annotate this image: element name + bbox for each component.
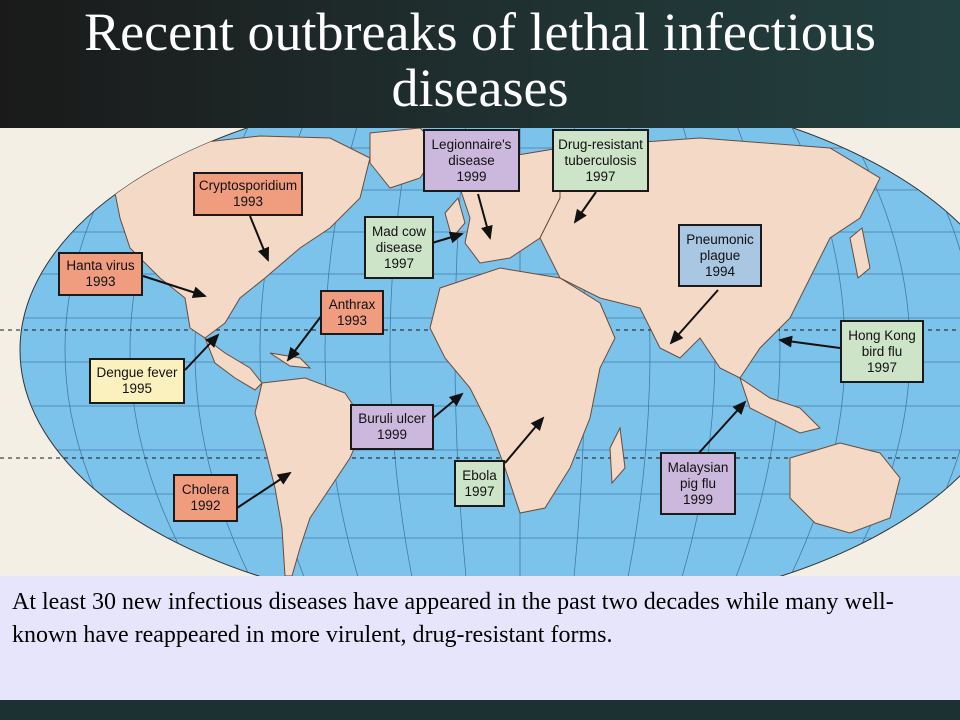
label-pneumonic-plague: Pneumonic plague 1994 [678, 224, 762, 287]
uk [444, 196, 466, 240]
arrow-cryptosporidium [249, 215, 270, 262]
southeast-asia [739, 376, 821, 434]
label-ebola: Ebola 1997 [454, 460, 505, 507]
arrow-legionnaires [477, 193, 493, 240]
label-hanta-virus: Hanta virus 1993 [58, 252, 143, 296]
arrow-anthrax [286, 314, 323, 362]
new-zealand [924, 511, 941, 550]
label-dengue-fever: Dengue fever 1995 [89, 358, 185, 404]
label-cryptosporidium: Cryptosporidium 1993 [193, 172, 303, 216]
arrow-buruli-ulcer [432, 392, 464, 419]
arrow-hong-kong-bird-flu [778, 335, 841, 349]
arrow-drug-resistant-tb [573, 191, 597, 224]
label-legionnaires: Legionnaire's disease 1999 [423, 129, 520, 192]
label-malaysian-pig-flu: Malaysian pig flu 1999 [660, 452, 736, 515]
bottom-bar [0, 700, 960, 720]
arrow-mad-cow [431, 231, 464, 244]
arrow-dengue-fever [184, 333, 220, 371]
map-graphic [0, 128, 960, 576]
arrow-hanta-virus [142, 275, 207, 299]
caption-text: At least 30 new infectious diseases have… [12, 589, 894, 648]
arrow-malaysian-pig-flu [697, 400, 747, 455]
pointer-arrows [142, 191, 841, 509]
caption-box: At least 30 new infectious diseases have… [0, 576, 960, 700]
africa [429, 267, 616, 514]
north-america [109, 135, 371, 339]
slide-title: Recent outbreaks of lethal infectious di… [84, 2, 876, 118]
arrow-cholera [236, 471, 292, 509]
arrow-pneumonic-plague [669, 289, 719, 345]
central-america [203, 336, 263, 391]
title-bar: Recent outbreaks of lethal infectious di… [0, 0, 960, 128]
label-buruli-ulcer: Buruli ulcer 1999 [350, 404, 434, 450]
australia [789, 442, 901, 534]
label-drug-resistant-tb: Drug-resistant tuberculosis 1997 [552, 129, 649, 192]
label-anthrax: Anthrax 1993 [320, 290, 384, 335]
label-mad-cow: Mad cow disease 1997 [364, 216, 434, 279]
madagascar [609, 426, 626, 485]
label-hong-kong-bird-flu: Hong Kong bird flu 1997 [840, 320, 924, 383]
japan [849, 227, 871, 279]
world-map: Legionnaire's disease 1999 Drug-resistan… [0, 128, 960, 576]
arrow-ebola [504, 416, 545, 464]
south-america [254, 377, 366, 576]
label-cholera: Cholera 1992 [173, 474, 238, 522]
greenland [369, 128, 441, 189]
